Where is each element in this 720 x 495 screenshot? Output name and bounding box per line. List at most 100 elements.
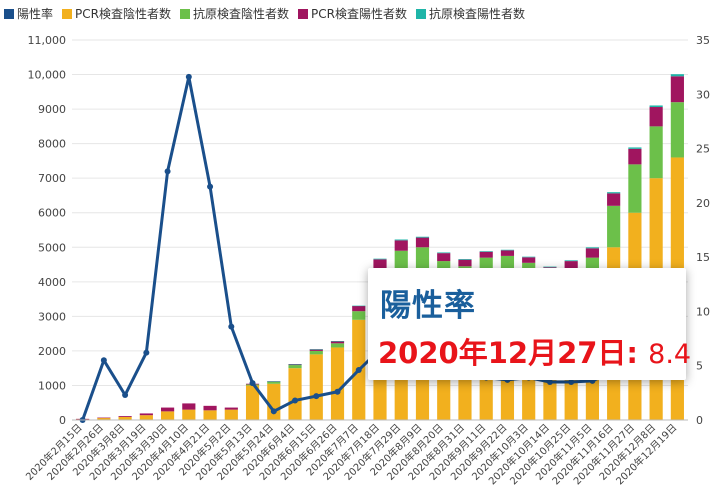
legend-label: 抗原検査陰性者数 xyxy=(192,7,289,21)
bar-segment xyxy=(649,107,663,127)
line-point xyxy=(185,73,192,80)
bar-segment xyxy=(330,341,345,344)
bar-segment xyxy=(500,250,515,256)
y2-tick-label: 25 xyxy=(696,143,710,156)
legend: 陽性率 PCR検査陰性者数 抗原検査陰性者数 PCR検査陽性者数 抗原検査陽性者… xyxy=(4,5,525,22)
legend-item-pcr-negative[interactable]: PCR検査陰性者数 xyxy=(62,5,171,22)
y2-tick-label: 15 xyxy=(696,251,710,264)
bar-segment xyxy=(330,341,345,342)
bar-segment xyxy=(585,247,599,249)
bar-segment xyxy=(118,416,132,420)
bar-segment xyxy=(288,364,302,366)
bar-segment xyxy=(522,257,536,263)
bar-segment xyxy=(479,251,493,252)
bar-segment xyxy=(267,381,281,384)
bar-segment xyxy=(373,259,387,268)
bar-segment xyxy=(479,251,493,258)
bar-segment xyxy=(437,253,451,262)
bar-segment xyxy=(543,266,557,268)
bar-segment xyxy=(118,416,132,417)
line-point xyxy=(143,349,150,356)
axes: 0 1000 2000 3000 4000 5000 6000 7000 8000 9000 10,… xyxy=(23,34,710,487)
bar-segment xyxy=(288,368,302,420)
bar-segment xyxy=(649,105,663,108)
legend-item-pcr-positive[interactable]: PCR検査陽性者数 xyxy=(298,5,407,22)
line-point xyxy=(164,168,171,175)
bar-segment xyxy=(309,350,323,355)
tooltip-title: 陽性率 xyxy=(380,288,476,324)
bar-segment xyxy=(352,305,366,307)
bar-segment xyxy=(670,74,684,77)
bar-segment xyxy=(245,385,260,420)
bar-segment xyxy=(394,239,408,241)
tooltip-date: 2020年12月27日: xyxy=(378,336,639,370)
y-tick-label: 3000 xyxy=(38,310,66,323)
legend-swatch xyxy=(415,8,426,19)
legend-swatch xyxy=(298,8,308,19)
bar-segment xyxy=(585,248,599,258)
y2-tick-label: 35 xyxy=(696,34,710,47)
bar-segment xyxy=(161,407,175,412)
legend-label: 陽性率 xyxy=(17,7,54,21)
bar-segment xyxy=(309,354,323,420)
bar-segment xyxy=(267,381,281,382)
y-tick-label: 9000 xyxy=(38,103,66,116)
bar-segment xyxy=(649,126,663,179)
tooltip-value-line: 2020年12月27日: 8.4 xyxy=(378,330,691,372)
bar-segment xyxy=(628,164,642,213)
bar-segment xyxy=(224,409,238,420)
legend-label: PCR検査陽性者数 xyxy=(311,7,407,21)
line-point xyxy=(228,323,235,330)
bar-segment xyxy=(139,415,153,420)
y-tick-label: 2000 xyxy=(38,345,66,358)
y2-tick-label: 10 xyxy=(696,305,710,318)
legend-item-antigen-positive[interactable]: 抗原検査陽性者数 xyxy=(415,5,525,22)
legend-item-antigen-negative[interactable]: 抗原検査陰性者数 xyxy=(179,5,289,22)
bar-segment xyxy=(182,409,196,420)
bar-segment xyxy=(628,148,642,165)
bar-segment xyxy=(628,147,642,149)
line-point xyxy=(249,380,256,387)
bar-segment xyxy=(352,306,366,312)
line-point xyxy=(207,183,214,190)
legend-swatch xyxy=(179,8,190,19)
bar-segment xyxy=(330,347,345,420)
bar-segment xyxy=(352,311,366,320)
bar-segment xyxy=(564,261,578,268)
bar-segment xyxy=(458,259,472,260)
legend-swatch xyxy=(62,8,73,19)
line-point xyxy=(292,397,299,404)
line-point xyxy=(568,379,575,385)
bar-segment xyxy=(394,250,408,272)
y-tick-label: 1000 xyxy=(38,379,66,392)
bar-segment xyxy=(394,240,408,251)
legend-label: PCR検査陰性者数 xyxy=(75,7,171,21)
bar-segment xyxy=(330,343,345,348)
bar-segment xyxy=(288,364,302,365)
legend-label: 抗原検査陽性者数 xyxy=(428,7,525,21)
bar-segment xyxy=(97,417,111,419)
legend-item-positivity-rate[interactable]: 陽性率 xyxy=(4,5,53,22)
bar-segment xyxy=(161,411,175,420)
bar-segment xyxy=(139,413,153,416)
bar-segment xyxy=(203,410,217,420)
bar-segment xyxy=(564,260,578,262)
bar-segment xyxy=(415,237,430,248)
bar-segment xyxy=(415,236,430,238)
line-point xyxy=(122,392,129,399)
bar-segment xyxy=(224,407,238,410)
y-tick-label: 6000 xyxy=(38,207,66,220)
bar-segment xyxy=(267,383,281,420)
y-tick-label: 11,000 xyxy=(28,34,67,47)
bar-segment xyxy=(415,247,430,272)
bar-segment xyxy=(437,252,451,254)
bar-segment xyxy=(670,102,684,158)
bar-segment xyxy=(607,193,621,206)
legend-swatch xyxy=(4,8,14,19)
tooltip: 陽性率 2020年12月27日: 8.4 xyxy=(368,268,691,380)
bar-segment xyxy=(203,405,217,411)
y2-tick-label: 5 xyxy=(696,360,703,373)
y-tick-label: 10,000 xyxy=(28,69,67,82)
bar-segment xyxy=(607,192,621,194)
